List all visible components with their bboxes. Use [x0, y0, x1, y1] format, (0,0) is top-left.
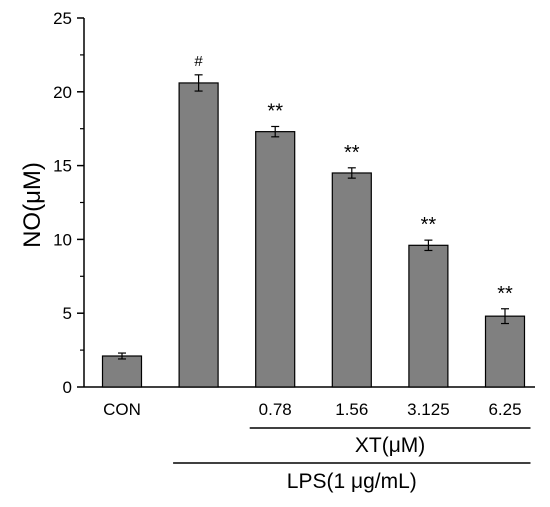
x-axis: CON 0.78 1.56 3.125 6.25: [84, 386, 535, 419]
y-tick-label: 0: [63, 378, 72, 397]
y-axis: 0 5 10 15 20 25: [53, 9, 85, 397]
y-tick-label: 10: [53, 230, 72, 249]
y-tick-label: 25: [53, 9, 72, 28]
significance-mark: **: [267, 100, 283, 122]
significance-mark: **: [344, 142, 360, 164]
bar: [101, 355, 143, 388]
y-tick-label: 5: [63, 304, 72, 323]
significance-mark: #: [194, 53, 203, 70]
bar: [331, 172, 372, 388]
x-tick-label: 3.125: [407, 400, 450, 419]
bar: [255, 131, 296, 388]
significance-mark: **: [421, 214, 437, 236]
y-axis-label: NO(μM): [19, 162, 46, 248]
y-tick-label: 15: [53, 157, 72, 176]
bar: [178, 82, 219, 388]
x-tick-label: 6.25: [488, 400, 521, 419]
bar: [484, 315, 526, 388]
x-tick-label: 1.56: [335, 400, 368, 419]
group-label: LPS(1 μg/mL): [287, 470, 417, 493]
significance-mark: **: [497, 283, 513, 305]
bars: # ** ** ** **: [101, 53, 526, 388]
x-tick-label: 0.78: [259, 400, 292, 419]
bar: [408, 244, 449, 388]
group-label: XT(μM): [355, 434, 425, 457]
y-tick-label: 20: [53, 83, 72, 102]
group-brackets: XT(μM) LPS(1 μg/mL): [173, 427, 531, 493]
x-tick-label: CON: [103, 400, 141, 419]
